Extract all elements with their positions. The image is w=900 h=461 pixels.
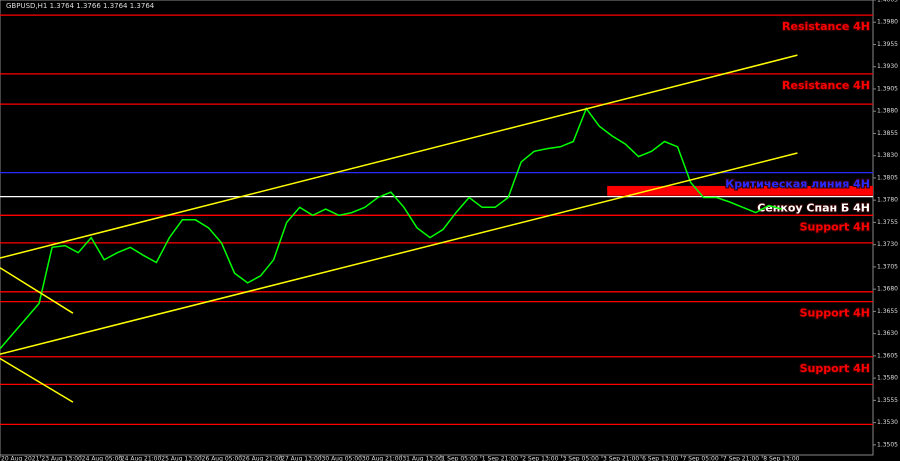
y-tick-label: 1.3980 <box>877 19 898 26</box>
level-label: Resistance 4H <box>782 79 870 92</box>
x-tick-label: 30 Aug 05:00 <box>322 456 363 461</box>
x-tick-label: 7 Sep 05:00 <box>682 456 718 461</box>
y-tick-label: 1.3855 <box>877 130 898 137</box>
x-tick-label: 26 Aug 05:00 <box>202 456 243 461</box>
y-tick-label: 1.3955 <box>877 41 898 48</box>
x-tick-label: 27 Aug 13:00 <box>281 456 322 461</box>
y-tick-label: 1.3655 <box>877 308 898 315</box>
y-tick-label: 1.3755 <box>877 219 898 226</box>
y-tick-label: 1.4005 <box>877 0 898 4</box>
x-tick-label: 24 Aug 21:00 <box>121 456 162 461</box>
y-tick-label: 1.3905 <box>877 85 898 92</box>
chart-title: GBPUSD,H1 1.3764 1.3766 1.3764 1.3764 <box>6 2 155 10</box>
x-tick-label: 6 Sep 13:00 <box>642 456 678 461</box>
x-tick-label: 3 Sep 05:00 <box>563 456 599 461</box>
trend-line <box>0 54 798 259</box>
y-tick-label: 1.3730 <box>877 241 898 248</box>
y-tick-label: 1.3880 <box>877 108 898 115</box>
x-tick-label: 20 Aug 2021 <box>1 456 40 461</box>
trend-line <box>0 267 74 314</box>
x-tick-label: 30 Aug 21:00 <box>362 456 403 461</box>
x-tick-label: 7 Sep 21:00 <box>723 456 759 461</box>
x-tick-label: 25 Aug 13:00 <box>161 456 202 461</box>
x-tick-label: 2 Sep 13:00 <box>522 456 558 461</box>
level-label: Support 4H <box>800 362 870 375</box>
zone <box>607 185 873 196</box>
level-label: Сенкоу Спан Б 4H <box>757 202 870 215</box>
y-tick-label: 1.3930 <box>877 63 898 70</box>
level-label: Support 4H <box>800 307 870 320</box>
x-tick-label: 26 Aug 21:00 <box>242 456 283 461</box>
y-tick-label: 1.3780 <box>877 197 898 204</box>
y-tick-label: 1.3830 <box>877 152 898 159</box>
x-tick-label: 3 Sep 21:00 <box>603 456 639 461</box>
y-tick-label: 1.3630 <box>877 330 898 337</box>
price-line <box>0 106 783 350</box>
y-tick-label: 1.3605 <box>877 352 898 359</box>
y-tick-label: 1.3680 <box>877 286 898 293</box>
y-tick-label: 1.3705 <box>877 263 898 270</box>
level-label: Support 4H <box>800 220 870 233</box>
x-tick-label: 8 Sep 13:00 <box>763 456 799 461</box>
y-tick-label: 1.3580 <box>877 375 898 382</box>
x-tick-label: 1 Sep 05:00 <box>441 456 477 461</box>
plot-frame <box>0 0 874 456</box>
x-tick-label: 31 Aug 13:00 <box>402 456 443 461</box>
y-tick-label: 1.3530 <box>877 419 898 426</box>
trend-line <box>0 152 798 355</box>
y-tick-label: 1.3505 <box>877 441 898 448</box>
x-tick-label: 1 Sep 21:00 <box>482 456 518 461</box>
level-label: Критическая линия 4H <box>725 178 870 191</box>
level-label: Resistance 4H <box>782 20 870 33</box>
y-tick-label: 1.3555 <box>877 397 898 404</box>
x-tick-label: 23 Aug 13:00 <box>41 456 82 461</box>
x-tick-label: 24 Aug 05:00 <box>82 456 123 461</box>
y-tick-label: 1.3805 <box>877 174 898 181</box>
trend-line <box>0 357 74 403</box>
